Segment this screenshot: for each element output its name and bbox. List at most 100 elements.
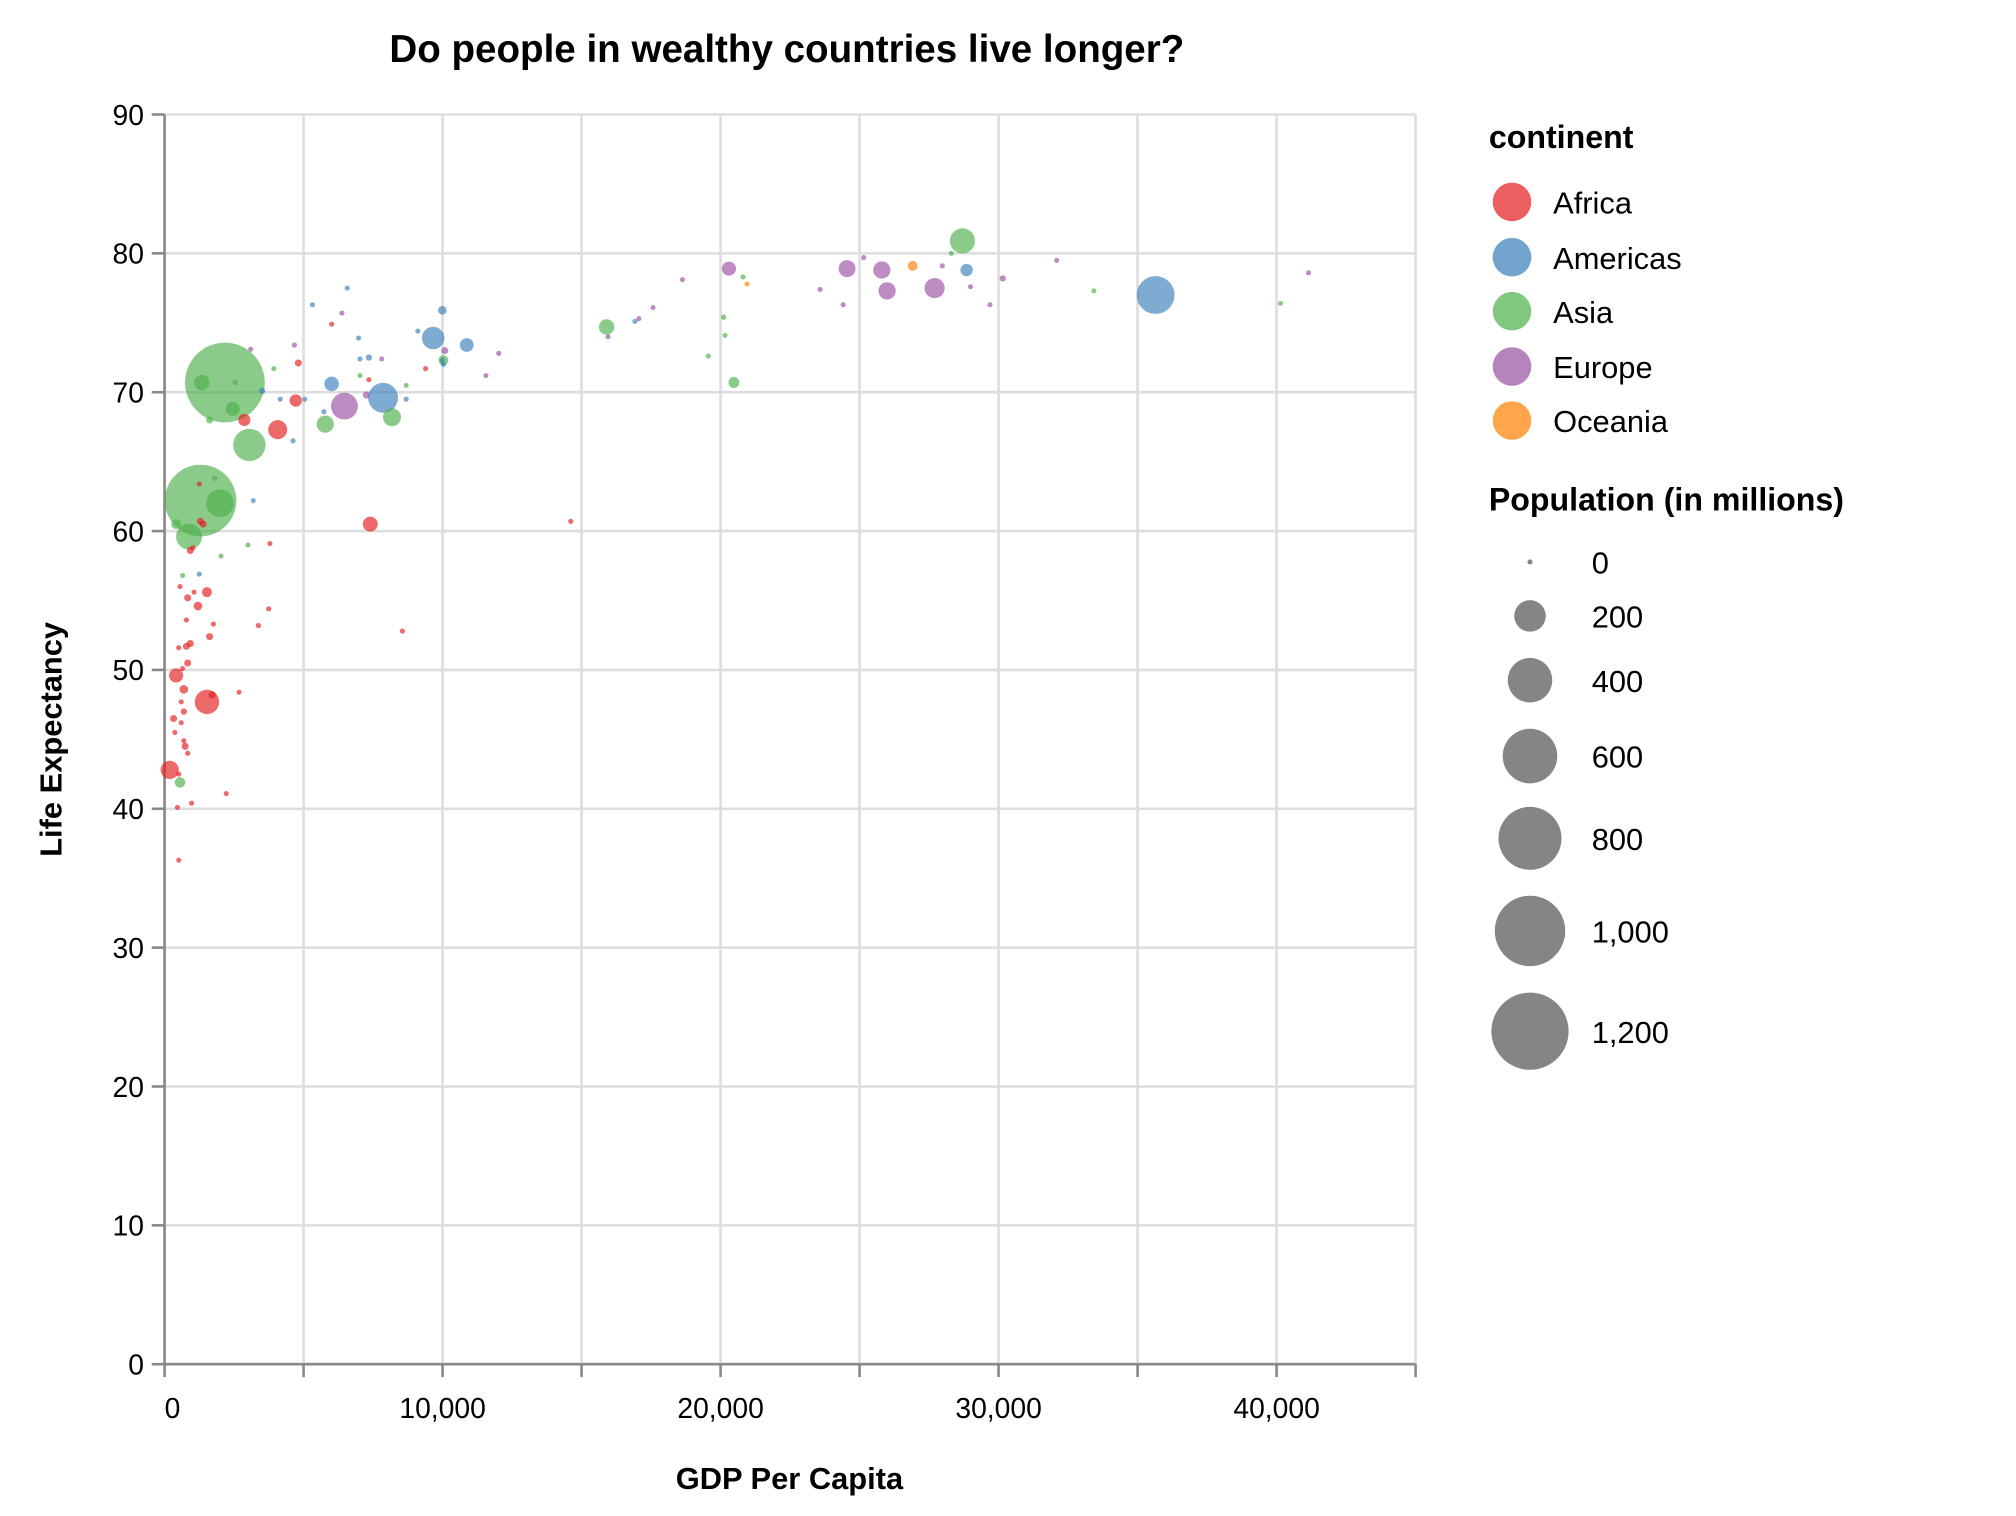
data-point-europe	[248, 346, 254, 352]
data-point-africa	[266, 606, 272, 612]
x-axis-title: GDP Per Capita	[676, 1461, 904, 1496]
data-point-europe	[840, 302, 846, 308]
data-point-asia	[720, 314, 727, 320]
data-point-americas	[258, 387, 266, 394]
data-point-europe	[967, 284, 974, 290]
data-point-africa	[208, 691, 216, 699]
data-point-asia	[949, 228, 975, 254]
data-point-asia	[271, 366, 277, 372]
data-point-europe	[441, 347, 449, 355]
data-point-africa	[174, 804, 180, 810]
data-point-africa	[329, 321, 335, 327]
axes: 0 10,000 20,000 30,000 40,000 0 10 20 30 40 50 60 70…	[113, 99, 1417, 1424]
data-point-asia	[206, 416, 214, 424]
size-legend-label: 1,000	[1592, 915, 1669, 950]
size-legend-symbol	[1507, 657, 1553, 703]
size-legend-symbol	[1491, 992, 1569, 1070]
data-point-asia	[403, 382, 409, 388]
data-point-europe	[339, 310, 345, 316]
data-point-africa	[206, 633, 214, 641]
legend-swatch-asia	[1492, 291, 1532, 331]
data-point-africa	[289, 394, 302, 407]
data-point-europe	[679, 277, 686, 283]
data-point-europe	[1305, 270, 1312, 276]
legend-label-asia: Asia	[1553, 295, 1614, 330]
size-legend-label: 1,200	[1592, 1015, 1669, 1050]
data-point-asia	[1091, 288, 1097, 294]
size-legend-symbol	[1527, 559, 1533, 565]
data-point-asia	[174, 777, 186, 788]
data-point-africa	[169, 668, 184, 683]
data-point-europe	[878, 282, 896, 300]
data-point-americas	[277, 396, 283, 402]
data-point-africa	[366, 377, 372, 383]
data-point-africa	[172, 729, 178, 735]
data-point-europe	[362, 391, 370, 399]
data-point-europe	[999, 275, 1006, 282]
data-point-africa	[177, 584, 183, 590]
data-point-europe	[291, 342, 297, 348]
data-point-americas	[437, 305, 447, 315]
data-point-americas	[1136, 276, 1175, 314]
data-point-europe	[331, 392, 358, 420]
data-point-africa	[179, 685, 189, 694]
data-point-africa	[178, 720, 184, 726]
data-point-africa	[199, 520, 207, 528]
y-tick-label: 50	[113, 654, 144, 686]
data-point-europe	[939, 263, 945, 269]
data-point-asia	[180, 572, 186, 579]
data-point-americas	[365, 354, 373, 361]
data-point-americas	[421, 326, 445, 350]
data-point-asia	[245, 542, 251, 548]
x-tick-label: 30,000	[955, 1392, 1041, 1424]
data-point-americas	[290, 438, 296, 444]
data-point-americas	[356, 335, 362, 341]
y-tick-label: 20	[113, 1071, 144, 1103]
data-point-americas	[440, 361, 446, 368]
y-tick-label: 0	[128, 1349, 144, 1381]
y-tick-label: 30	[113, 932, 144, 964]
data-point-africa	[255, 622, 261, 629]
data-point-africa	[178, 699, 184, 705]
size-legend-title: Population (in millions)	[1489, 481, 1844, 517]
data-point-europe	[636, 316, 642, 322]
data-point-asia	[722, 332, 728, 338]
y-tick-label: 40	[113, 793, 144, 825]
size-legend-label: 0	[1592, 546, 1609, 581]
data-point-asia	[728, 377, 740, 388]
x-tick-label: 0	[165, 1392, 181, 1424]
data-point-africa	[176, 857, 182, 863]
data-point-asia	[206, 489, 234, 518]
data-point-africa	[190, 545, 196, 551]
size-legend-symbol	[1514, 600, 1546, 632]
size-legend-label: 400	[1592, 664, 1643, 699]
size-legend-symbol	[1498, 806, 1562, 870]
data-point-europe	[721, 261, 736, 276]
data-point-asia	[316, 415, 334, 433]
data-point-asia	[225, 401, 240, 416]
grid	[163, 113, 1417, 1366]
data-point-africa	[176, 771, 182, 777]
data-point-europe	[483, 372, 489, 379]
data-point-africa	[399, 628, 405, 634]
x-tick-label: 40,000	[1233, 1392, 1319, 1424]
data-point-americas	[459, 338, 474, 352]
data-point-americas	[357, 356, 363, 362]
data-point-africa	[194, 689, 220, 715]
data-point-africa	[201, 587, 212, 598]
data-point-africa	[188, 800, 195, 806]
size-legend-label: 200	[1592, 600, 1643, 635]
data-point-africa	[236, 689, 242, 695]
legend-swatch-americas	[1492, 237, 1532, 277]
data-point-americas	[439, 357, 445, 363]
data-point-europe	[924, 277, 945, 299]
data-point-africa	[238, 413, 251, 427]
data-point-americas	[368, 382, 399, 413]
data-point-asia	[176, 523, 203, 550]
legend-label-oceania: Oceania	[1553, 404, 1669, 439]
data-point-asia	[948, 250, 954, 256]
y-tick-label: 80	[113, 238, 144, 270]
data-point-africa	[223, 790, 229, 797]
data-point-oceania	[907, 260, 918, 271]
data-point-asia	[740, 274, 746, 280]
